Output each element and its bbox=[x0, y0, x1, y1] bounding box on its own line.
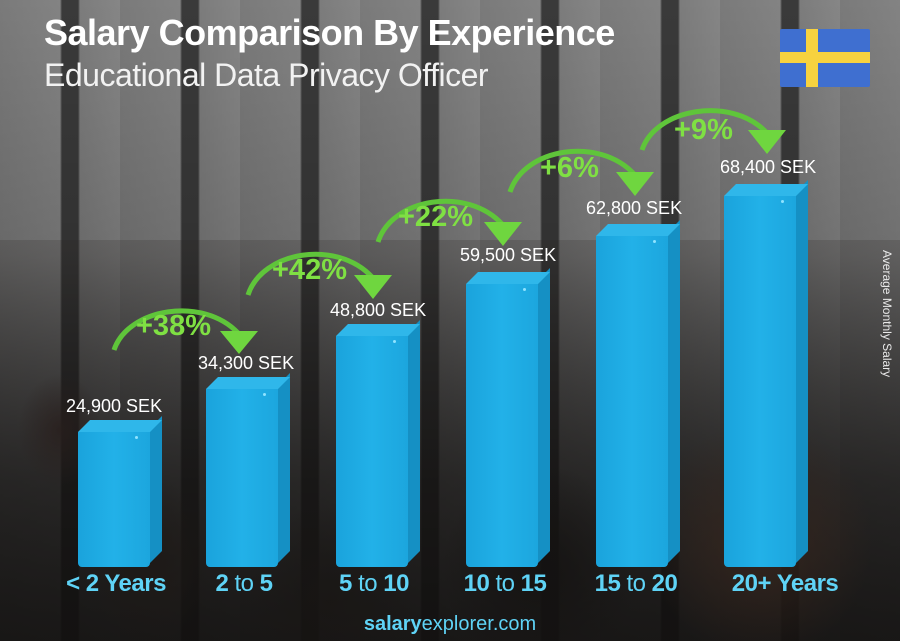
value-label: 48,800 SEK bbox=[330, 300, 427, 320]
y-axis-label: Average Monthly Salary bbox=[880, 250, 894, 378]
x-label-20plus: 20+ Years bbox=[731, 570, 839, 597]
growth-arrow-icon bbox=[507, 148, 654, 196]
bar-2to5 bbox=[206, 373, 290, 567]
growth-label: +38% bbox=[136, 310, 211, 342]
value-label: 34,300 SEK bbox=[198, 353, 295, 373]
value-label: 68,400 SEK bbox=[720, 157, 817, 177]
x-label-lt2: < 2 Years bbox=[66, 570, 166, 597]
chart-subtitle: Educational Data Privacy Officer bbox=[44, 57, 489, 93]
x-label-5to10: 5 to 10 bbox=[339, 570, 409, 597]
bar-10to15 bbox=[466, 268, 550, 567]
x-label-10to15: 10 to 15 bbox=[463, 570, 547, 597]
growth-arrow-icon bbox=[111, 308, 258, 354]
bar-20plus bbox=[724, 180, 808, 567]
bar-5to10 bbox=[336, 320, 420, 567]
growth-label: +22% bbox=[398, 201, 473, 233]
bar-15to20 bbox=[596, 220, 680, 567]
growth-arrow-icon bbox=[375, 198, 522, 246]
sweden-flag-icon bbox=[780, 29, 870, 87]
x-label-15to20: 15 to 20 bbox=[594, 570, 678, 597]
value-label: 59,500 SEK bbox=[460, 245, 557, 265]
value-label: 62,800 SEK bbox=[586, 198, 683, 218]
chart-title: Salary Comparison By Experience bbox=[44, 12, 615, 53]
bar-lt2 bbox=[78, 416, 162, 567]
value-label: 24,900 SEK bbox=[66, 396, 163, 416]
growth-arrow-icon bbox=[639, 108, 786, 154]
growth-label: +42% bbox=[272, 254, 347, 286]
growth-label: +9% bbox=[674, 114, 733, 146]
x-label-2to5: 2 to 5 bbox=[215, 570, 273, 597]
growth-label: +6% bbox=[540, 152, 599, 184]
growth-arrow-icon bbox=[245, 251, 392, 299]
brand-link[interactable]: salaryexplorer.com bbox=[363, 613, 537, 635]
